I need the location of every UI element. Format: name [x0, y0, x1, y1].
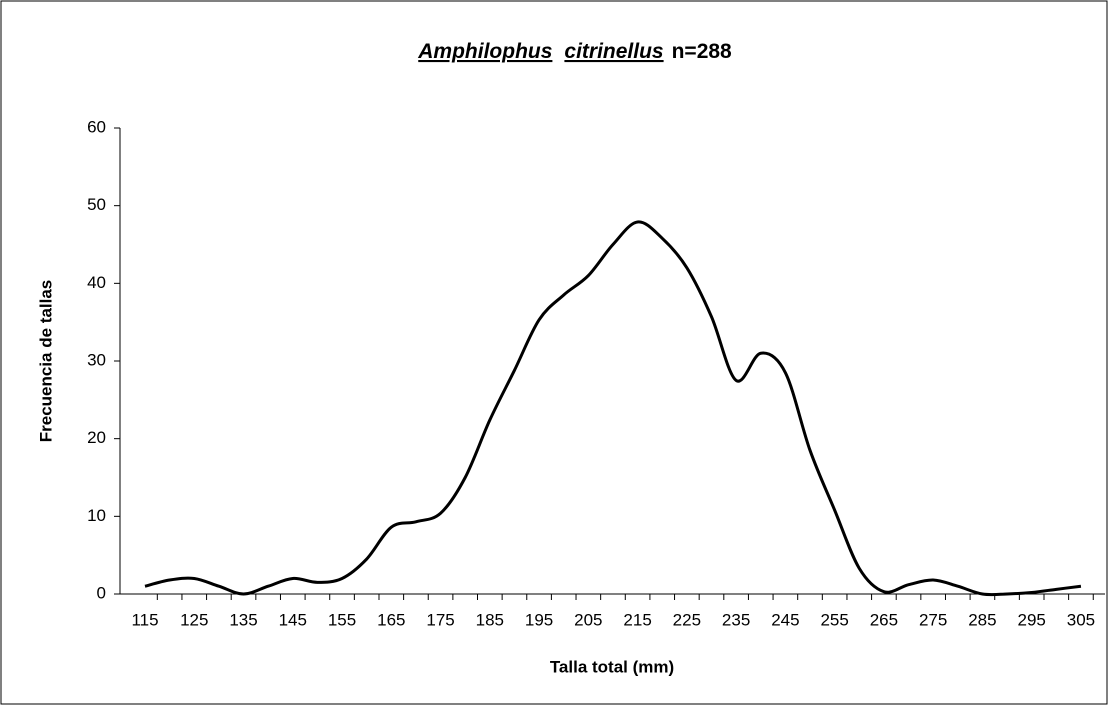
x-tick-label: 165	[377, 610, 405, 629]
y-tick-label: 30	[87, 350, 106, 369]
x-tick-label: 125	[180, 610, 208, 629]
x-tick-label: 175	[426, 610, 454, 629]
x-tick-label: 195	[525, 610, 553, 629]
x-tick-label: 155	[328, 610, 356, 629]
x-tick-label: 185	[476, 610, 504, 629]
x-tick-label: 285	[968, 610, 996, 629]
x-tick-label: 295	[1017, 610, 1045, 629]
x-tick-label: 145	[279, 610, 307, 629]
data-line	[144, 220, 1082, 597]
title-genus: Amphilophus	[417, 40, 552, 63]
title-n: n=288	[672, 40, 732, 63]
x-tick-label: 205	[574, 610, 602, 629]
y-tick-label: 40	[87, 273, 106, 292]
y-tick-label: 60	[87, 117, 106, 136]
x-tick-label: 255	[820, 610, 848, 629]
title-species: citrinellus	[564, 40, 663, 63]
x-tick-label: 235	[722, 610, 750, 629]
x-tick-label: 135	[229, 610, 257, 629]
x-axis-label: Talla total (mm)	[550, 657, 674, 676]
x-tick-label: 245	[771, 610, 799, 629]
x-tick-label: 225	[673, 610, 701, 629]
x-tick-label: 305	[1067, 610, 1095, 629]
chart-title: Amphilophus citrinellus n=288	[417, 40, 732, 63]
y-tick-label: 10	[87, 506, 106, 525]
x-tick-label: 275	[919, 610, 947, 629]
x-tick-label: 215	[623, 610, 651, 629]
y-tick-label: 20	[87, 428, 106, 447]
y-tick-label: 50	[87, 195, 106, 214]
x-tick-label: 115	[131, 610, 158, 629]
y-tick-label: 0	[97, 583, 106, 602]
x-tick-label: 265	[870, 610, 898, 629]
y-axis-label: Frecuencia de tallas	[36, 280, 55, 443]
